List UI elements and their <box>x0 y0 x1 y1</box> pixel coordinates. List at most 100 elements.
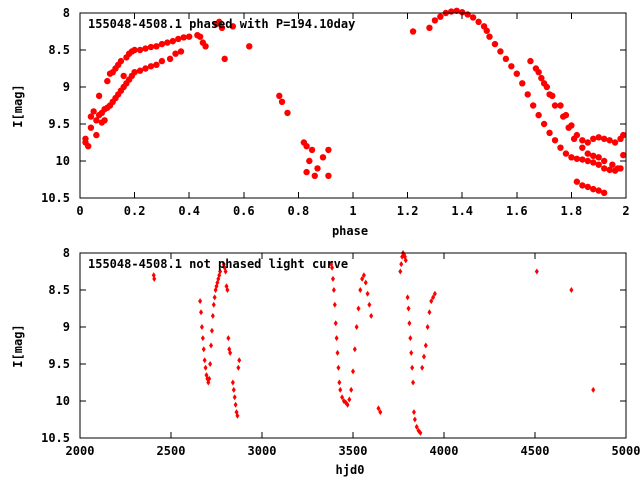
phased-data-point <box>221 55 228 63</box>
unphased-data-point <box>423 342 428 349</box>
unphased-data-point <box>411 409 416 416</box>
unphased-data-points <box>151 250 596 436</box>
unphased-data-point <box>432 290 437 297</box>
phased-data-point <box>535 111 542 119</box>
phased-data-point <box>568 154 575 161</box>
phased-data-point <box>104 77 111 85</box>
unphased-data-point <box>421 353 426 360</box>
phased-data-point <box>551 102 559 109</box>
phased-data-point <box>142 65 149 72</box>
phased-data-point <box>546 129 553 137</box>
unphased-data-point <box>591 386 596 393</box>
phased-data-point <box>117 57 125 65</box>
unphased-data-point <box>152 275 157 282</box>
phased-data-point <box>502 55 510 63</box>
phased-data-point <box>595 134 602 141</box>
unphased-data-point <box>203 364 208 371</box>
phased-y-tick-label: 8.5 <box>48 43 70 57</box>
unphased-data-point <box>236 364 241 371</box>
phased-data-point <box>136 67 144 74</box>
phased-data-point <box>95 92 103 100</box>
phased-x-tick-label: 0.6 <box>233 204 255 218</box>
unphased-data-point <box>225 287 230 293</box>
unphased-data-point <box>332 301 337 308</box>
phased-data-point <box>175 35 182 43</box>
phased-data-point <box>620 151 627 159</box>
unphased-data-point <box>412 416 417 423</box>
phased-plot-frame <box>79 12 627 199</box>
phased-x-tick-label: 0.2 <box>124 204 146 218</box>
unphased-data-point <box>420 364 425 371</box>
phased-data-point <box>573 155 581 162</box>
unphased-x-tick-label: 3000 <box>248 444 277 458</box>
phased-data-point <box>278 98 286 106</box>
phased-data-point <box>600 189 608 197</box>
unphased-x-tick-label: 5000 <box>612 444 640 458</box>
unphased-data-point <box>200 335 205 342</box>
unphased-data-point <box>408 335 413 342</box>
phased-data-point <box>562 150 570 157</box>
phased-data-point <box>540 120 548 128</box>
unphased-data-point <box>427 309 432 316</box>
unphased-data-point <box>365 290 370 297</box>
phased-data-point <box>311 172 318 179</box>
phased-data-point <box>276 92 283 100</box>
unphased-data-point <box>409 349 414 356</box>
unphased-data-point <box>410 364 415 371</box>
phased-data-point <box>84 143 92 150</box>
unphased-data-point <box>337 379 342 386</box>
phased-data-point <box>120 72 127 80</box>
phased-data-point <box>453 7 460 14</box>
phased-data-point <box>426 24 433 31</box>
phased-data-point <box>464 11 471 18</box>
phased-data-point <box>475 18 482 26</box>
unphased-data-point <box>207 375 212 382</box>
phased-data-point <box>166 55 174 63</box>
unphased-data-point <box>360 275 365 282</box>
unphased-data-point <box>414 423 419 430</box>
phased-x-tick-label: 0 <box>76 204 83 218</box>
unphased-data-point <box>399 261 404 268</box>
phased-data-point <box>319 154 327 161</box>
unphased-data-point <box>211 301 216 308</box>
unphased-data-point <box>418 429 423 436</box>
phased-data-point <box>218 24 226 31</box>
phased-data-point <box>590 185 597 193</box>
phased-plot-title: 155048-4508.1 phased with P=194.10day <box>88 17 355 31</box>
phased-data-point <box>409 28 417 35</box>
phased-data-point <box>448 8 455 15</box>
phased-data-point <box>538 74 545 82</box>
unphased-y-tick-label: 10.5 <box>41 431 70 445</box>
phased-data-point <box>169 37 177 45</box>
phased-x-tick-label: 1.4 <box>451 204 473 218</box>
phased-data-point <box>524 91 531 98</box>
phased-data-point <box>308 146 316 154</box>
phased-data-point <box>229 23 237 30</box>
phased-data-point <box>535 69 542 76</box>
phased-data-point <box>93 117 100 124</box>
phased-data-point <box>579 156 586 163</box>
phased-data-point <box>497 48 504 55</box>
phased-data-point <box>606 137 613 144</box>
phased-y-axis-ticks: 8 8.5 9 9.5 10 10.5 <box>41 6 626 205</box>
phased-data-point <box>202 43 209 50</box>
phased-data-point <box>606 166 613 174</box>
unphased-data-point <box>358 287 363 293</box>
unphased-x-tick-label: 2500 <box>157 444 186 458</box>
phased-data-point <box>306 157 313 165</box>
unphased-data-point <box>334 335 339 342</box>
phased-x-tick-label: 1.8 <box>561 204 583 218</box>
unphased-data-point <box>330 275 335 282</box>
unphased-data-point <box>208 361 213 367</box>
phased-data-point <box>519 80 526 87</box>
phased-data-point <box>565 124 572 131</box>
phased-data-point <box>284 109 291 117</box>
phased-data-point <box>90 108 97 115</box>
unphased-data-point <box>354 324 359 330</box>
unphased-data-point <box>232 394 237 401</box>
phased-data-point <box>158 40 166 48</box>
phased-data-point <box>431 17 439 24</box>
phased-data-point <box>551 137 559 144</box>
unphased-data-point <box>352 346 357 353</box>
